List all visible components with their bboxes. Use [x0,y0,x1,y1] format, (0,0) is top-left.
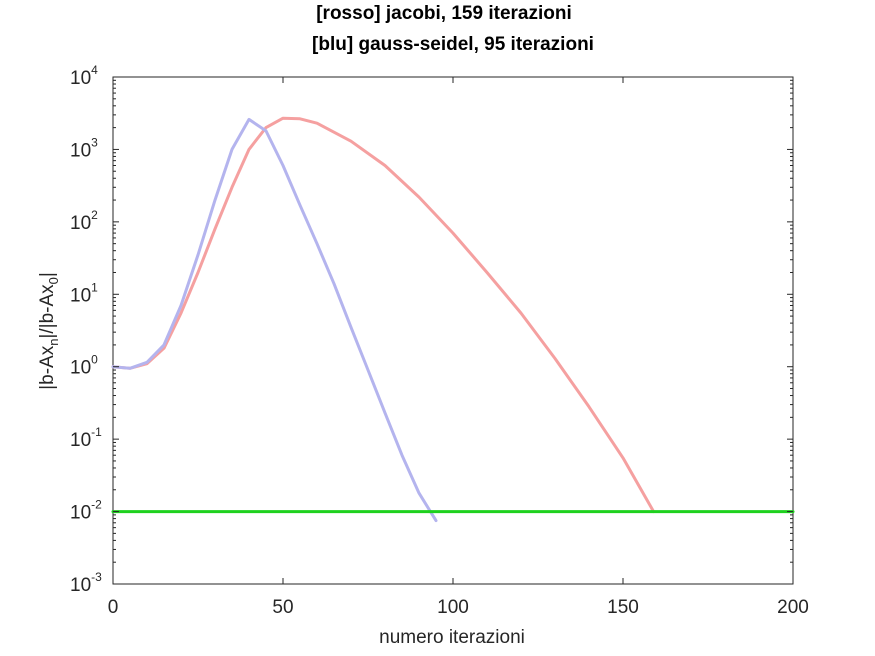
y-axis-label-sub1: n [46,339,61,346]
y-axis: 10-3 10-2 10-1 100 101 102 103 104 [70,63,793,596]
y-tick-label: 100 [70,353,98,379]
series-line-0 [111,116,656,514]
chart-title-line2: [blu] gauss-seidel, 95 iterazioni [312,34,594,55]
plot-area [112,76,794,585]
y-tick-label: 101 [70,280,98,306]
x-tick-label: 50 [272,597,293,618]
y-tick-label: 10-2 [70,498,102,524]
x-tick-label: 100 [437,597,469,618]
y-tick-label: 103 [70,135,98,161]
y-axis-label-part2: |/|b-Ax [37,284,58,339]
y-axis-label-sub2: 0 [46,277,61,284]
chart-title-line1: [rosso] jacobi, 159 iterazioni [316,3,572,24]
y-tick-label: 10-1 [70,425,102,451]
x-tick-label: 0 [108,597,119,618]
series-layer [111,116,795,523]
y-axis-label-part1: |b-Ax [37,345,58,390]
x-tick-label: 150 [607,597,639,618]
x-axis: 0 50 100 150 200 [108,77,809,618]
series-line-1 [111,117,438,523]
y-tick-label: 104 [70,63,98,89]
x-tick-label: 200 [777,597,809,618]
y-tick-label: 10-3 [70,570,102,596]
x-axis-label: numero iterazioni [379,627,525,648]
y-axis-label: |b-Axn|/|b-Ax0| [37,272,61,390]
y-tick-label: 102 [70,208,98,234]
y-axis-label-part3: | [37,272,58,277]
